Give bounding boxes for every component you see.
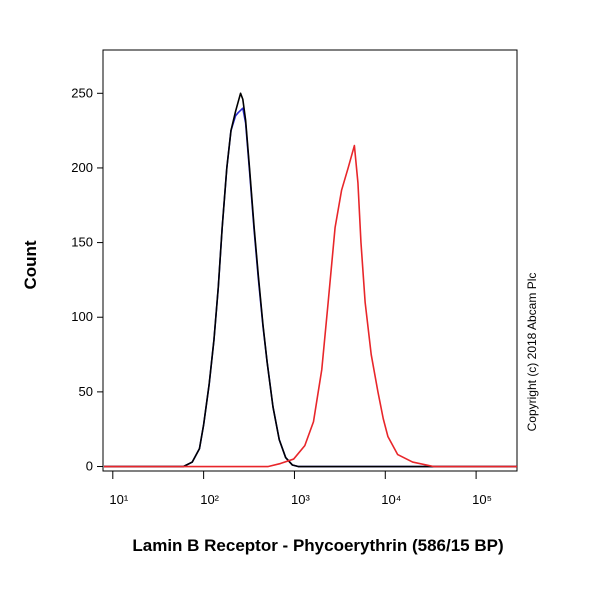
histogram-line xyxy=(104,107,517,468)
x-axis-title: Lamin B Receptor - Phycoerythrin (586/15… xyxy=(132,536,503,555)
plot-frame xyxy=(102,49,518,472)
y-axis-title: Count xyxy=(21,240,40,289)
x-tick-label: 10³ xyxy=(291,492,310,507)
histogram-line xyxy=(104,144,517,468)
histogram-line xyxy=(104,92,517,468)
x-tick-label: 10¹ xyxy=(109,492,128,507)
y-tick-label: 200 xyxy=(71,160,93,175)
y-tick-label: 250 xyxy=(71,85,93,100)
x-tick-label: 10⁴ xyxy=(381,492,401,507)
x-tick-label: 10⁵ xyxy=(472,492,492,507)
y-tick-label: 100 xyxy=(71,309,93,324)
copyright-note: Copyright (c) 2018 Abcam Plc xyxy=(525,273,539,432)
x-tick-label: 10² xyxy=(200,492,219,507)
y-tick-label: 50 xyxy=(79,384,93,399)
y-tick-label: 0 xyxy=(86,459,93,474)
y-tick-label: 150 xyxy=(71,235,93,250)
